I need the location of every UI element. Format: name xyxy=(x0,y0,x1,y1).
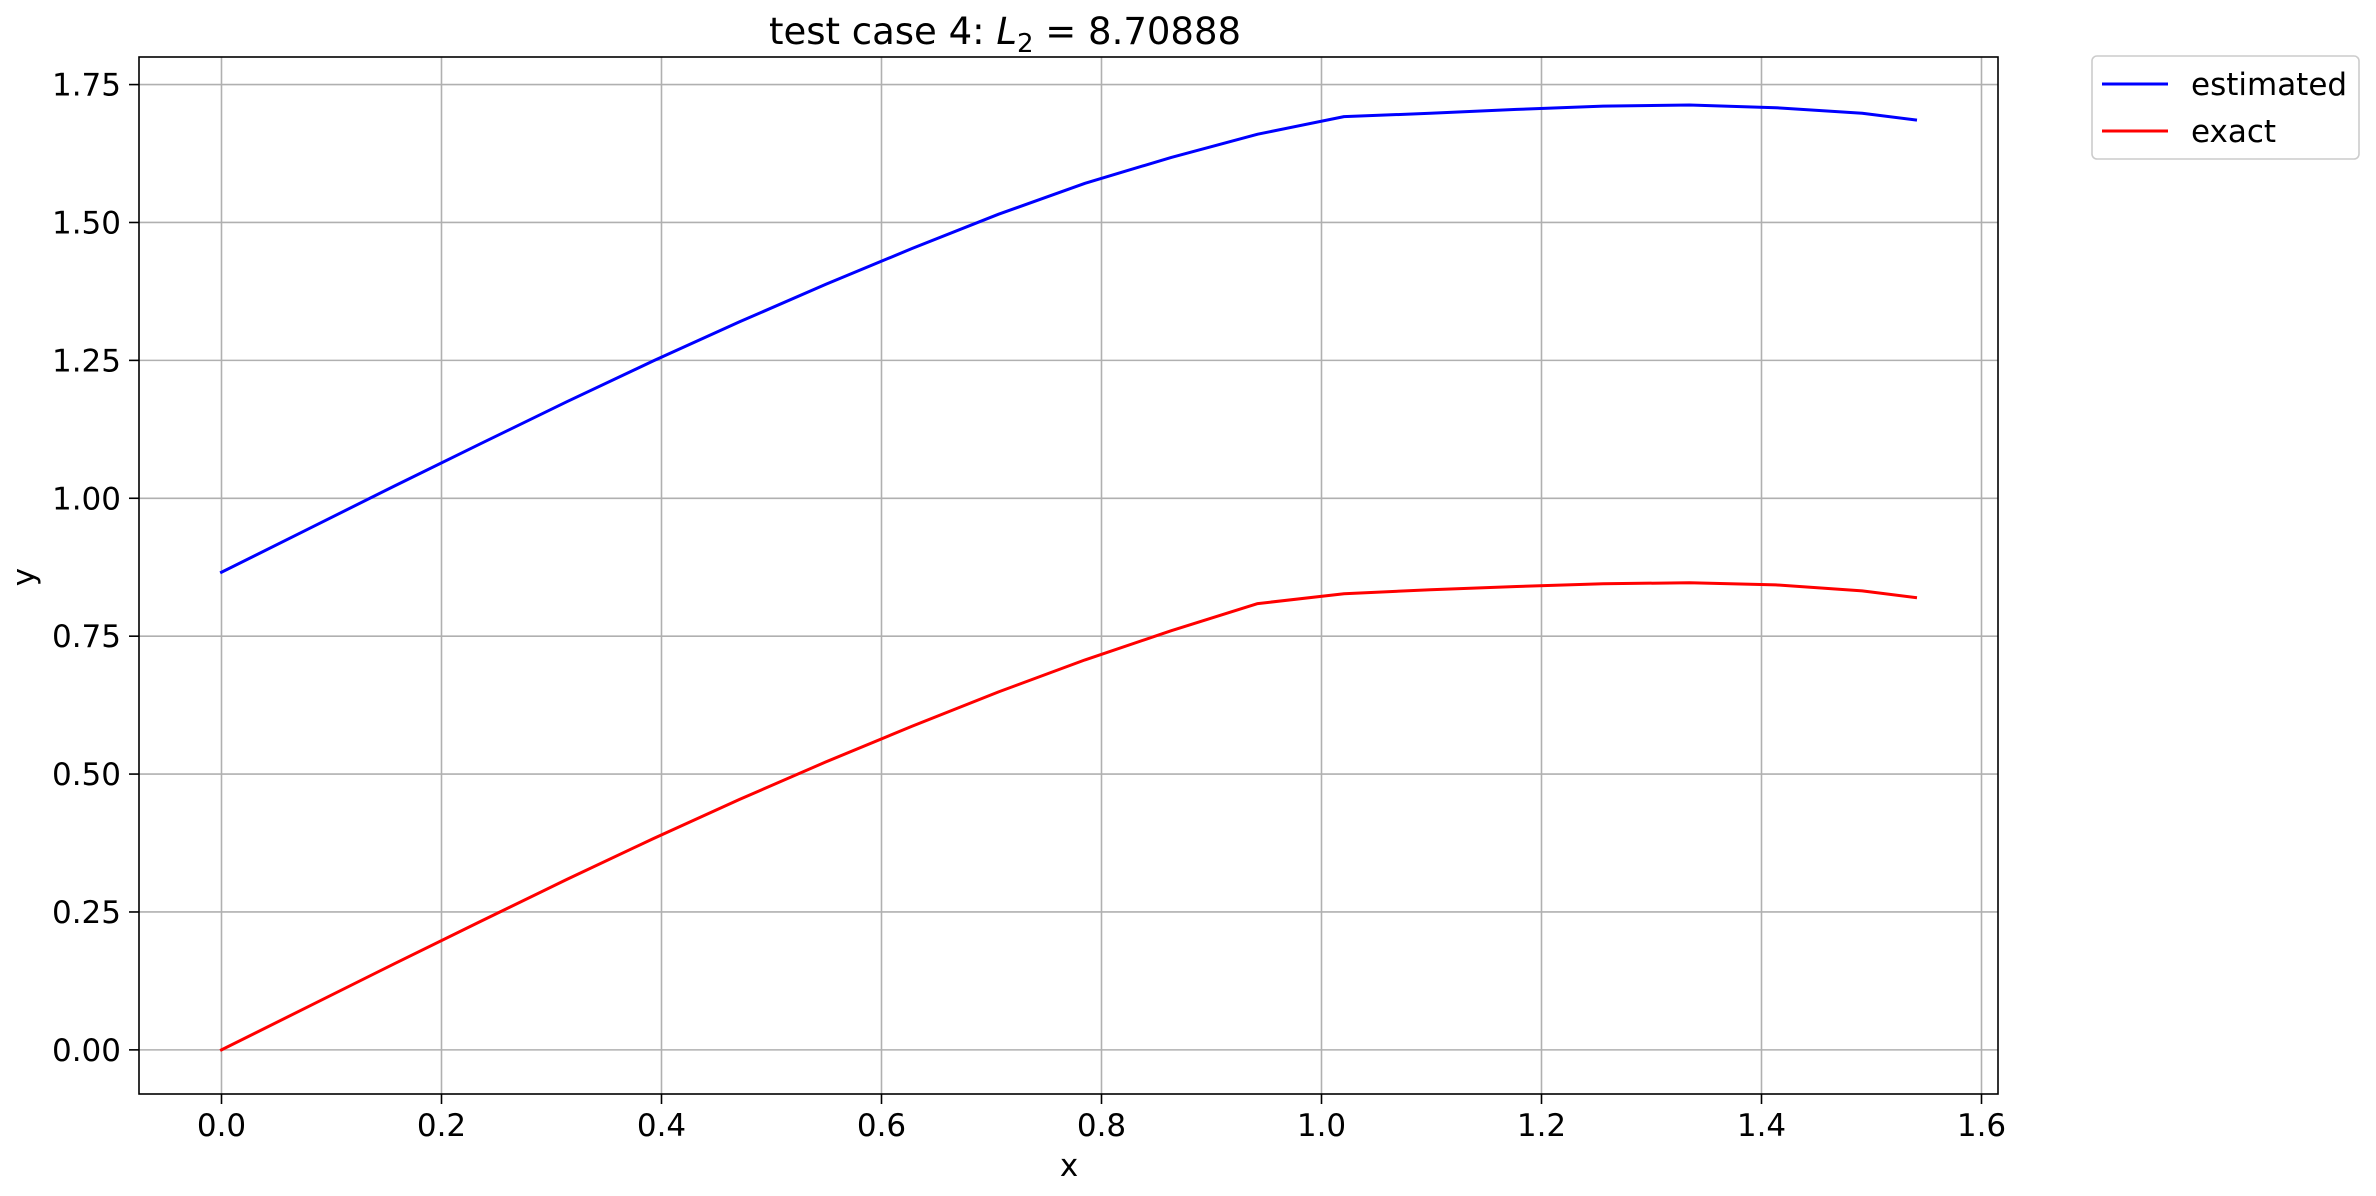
y-tick-label: 0.00 xyxy=(52,1033,121,1069)
y-tick-label: 1.75 xyxy=(52,68,121,104)
series-line-exact xyxy=(219,581,1918,1052)
title-prefix: test case 4: xyxy=(769,10,996,53)
y-tick-label: 0.75 xyxy=(52,619,121,655)
x-tick-label: 0.8 xyxy=(1077,1108,1126,1144)
legend-label-estimated: estimated xyxy=(2191,67,2347,103)
x-axis-ticks: 0.0 0.2 0.4 0.6 0.8 1.0 1.2 1.4 1.6 xyxy=(197,1094,2006,1144)
chart-title: test case 4: L2 = 8.70888 xyxy=(769,10,1241,59)
y-axis-title: y xyxy=(6,568,42,586)
x-tick-label: 1.4 xyxy=(1737,1108,1786,1144)
y-tick-label: 1.00 xyxy=(52,481,121,517)
legend-frame xyxy=(2091,55,2360,160)
x-tick-label: 0.0 xyxy=(197,1108,246,1144)
grid xyxy=(139,57,1998,1094)
x-tick-label: 1.2 xyxy=(1517,1108,1566,1144)
y-tick-label: 1.25 xyxy=(52,343,121,379)
legend-label-exact: exact xyxy=(2191,114,2276,150)
y-tick-label: 1.50 xyxy=(52,205,121,241)
x-tick-label: 0.2 xyxy=(417,1108,466,1144)
x-tick-label: 1.6 xyxy=(1957,1108,2006,1144)
series-lines xyxy=(219,103,1918,1052)
plot-frame xyxy=(138,56,1999,1095)
x-tick-label: 1.0 xyxy=(1297,1108,1346,1144)
legend: estimated exact xyxy=(2091,55,2360,160)
title-symbol: L xyxy=(996,10,1017,53)
x-tick-label: 0.6 xyxy=(857,1108,906,1144)
series-line-estimated xyxy=(219,103,1918,575)
title-subscript: 2 xyxy=(1017,29,1034,59)
title-suffix: = 8.70888 xyxy=(1034,10,1242,53)
x-axis-title: x xyxy=(1060,1148,1078,1184)
y-tick-label: 0.25 xyxy=(52,895,121,931)
y-tick-label: 0.50 xyxy=(52,757,121,793)
y-axis-ticks: 0.00 0.25 0.50 0.75 1.00 1.25 1.50 1.75 xyxy=(52,68,139,1069)
x-tick-label: 0.4 xyxy=(637,1108,686,1144)
